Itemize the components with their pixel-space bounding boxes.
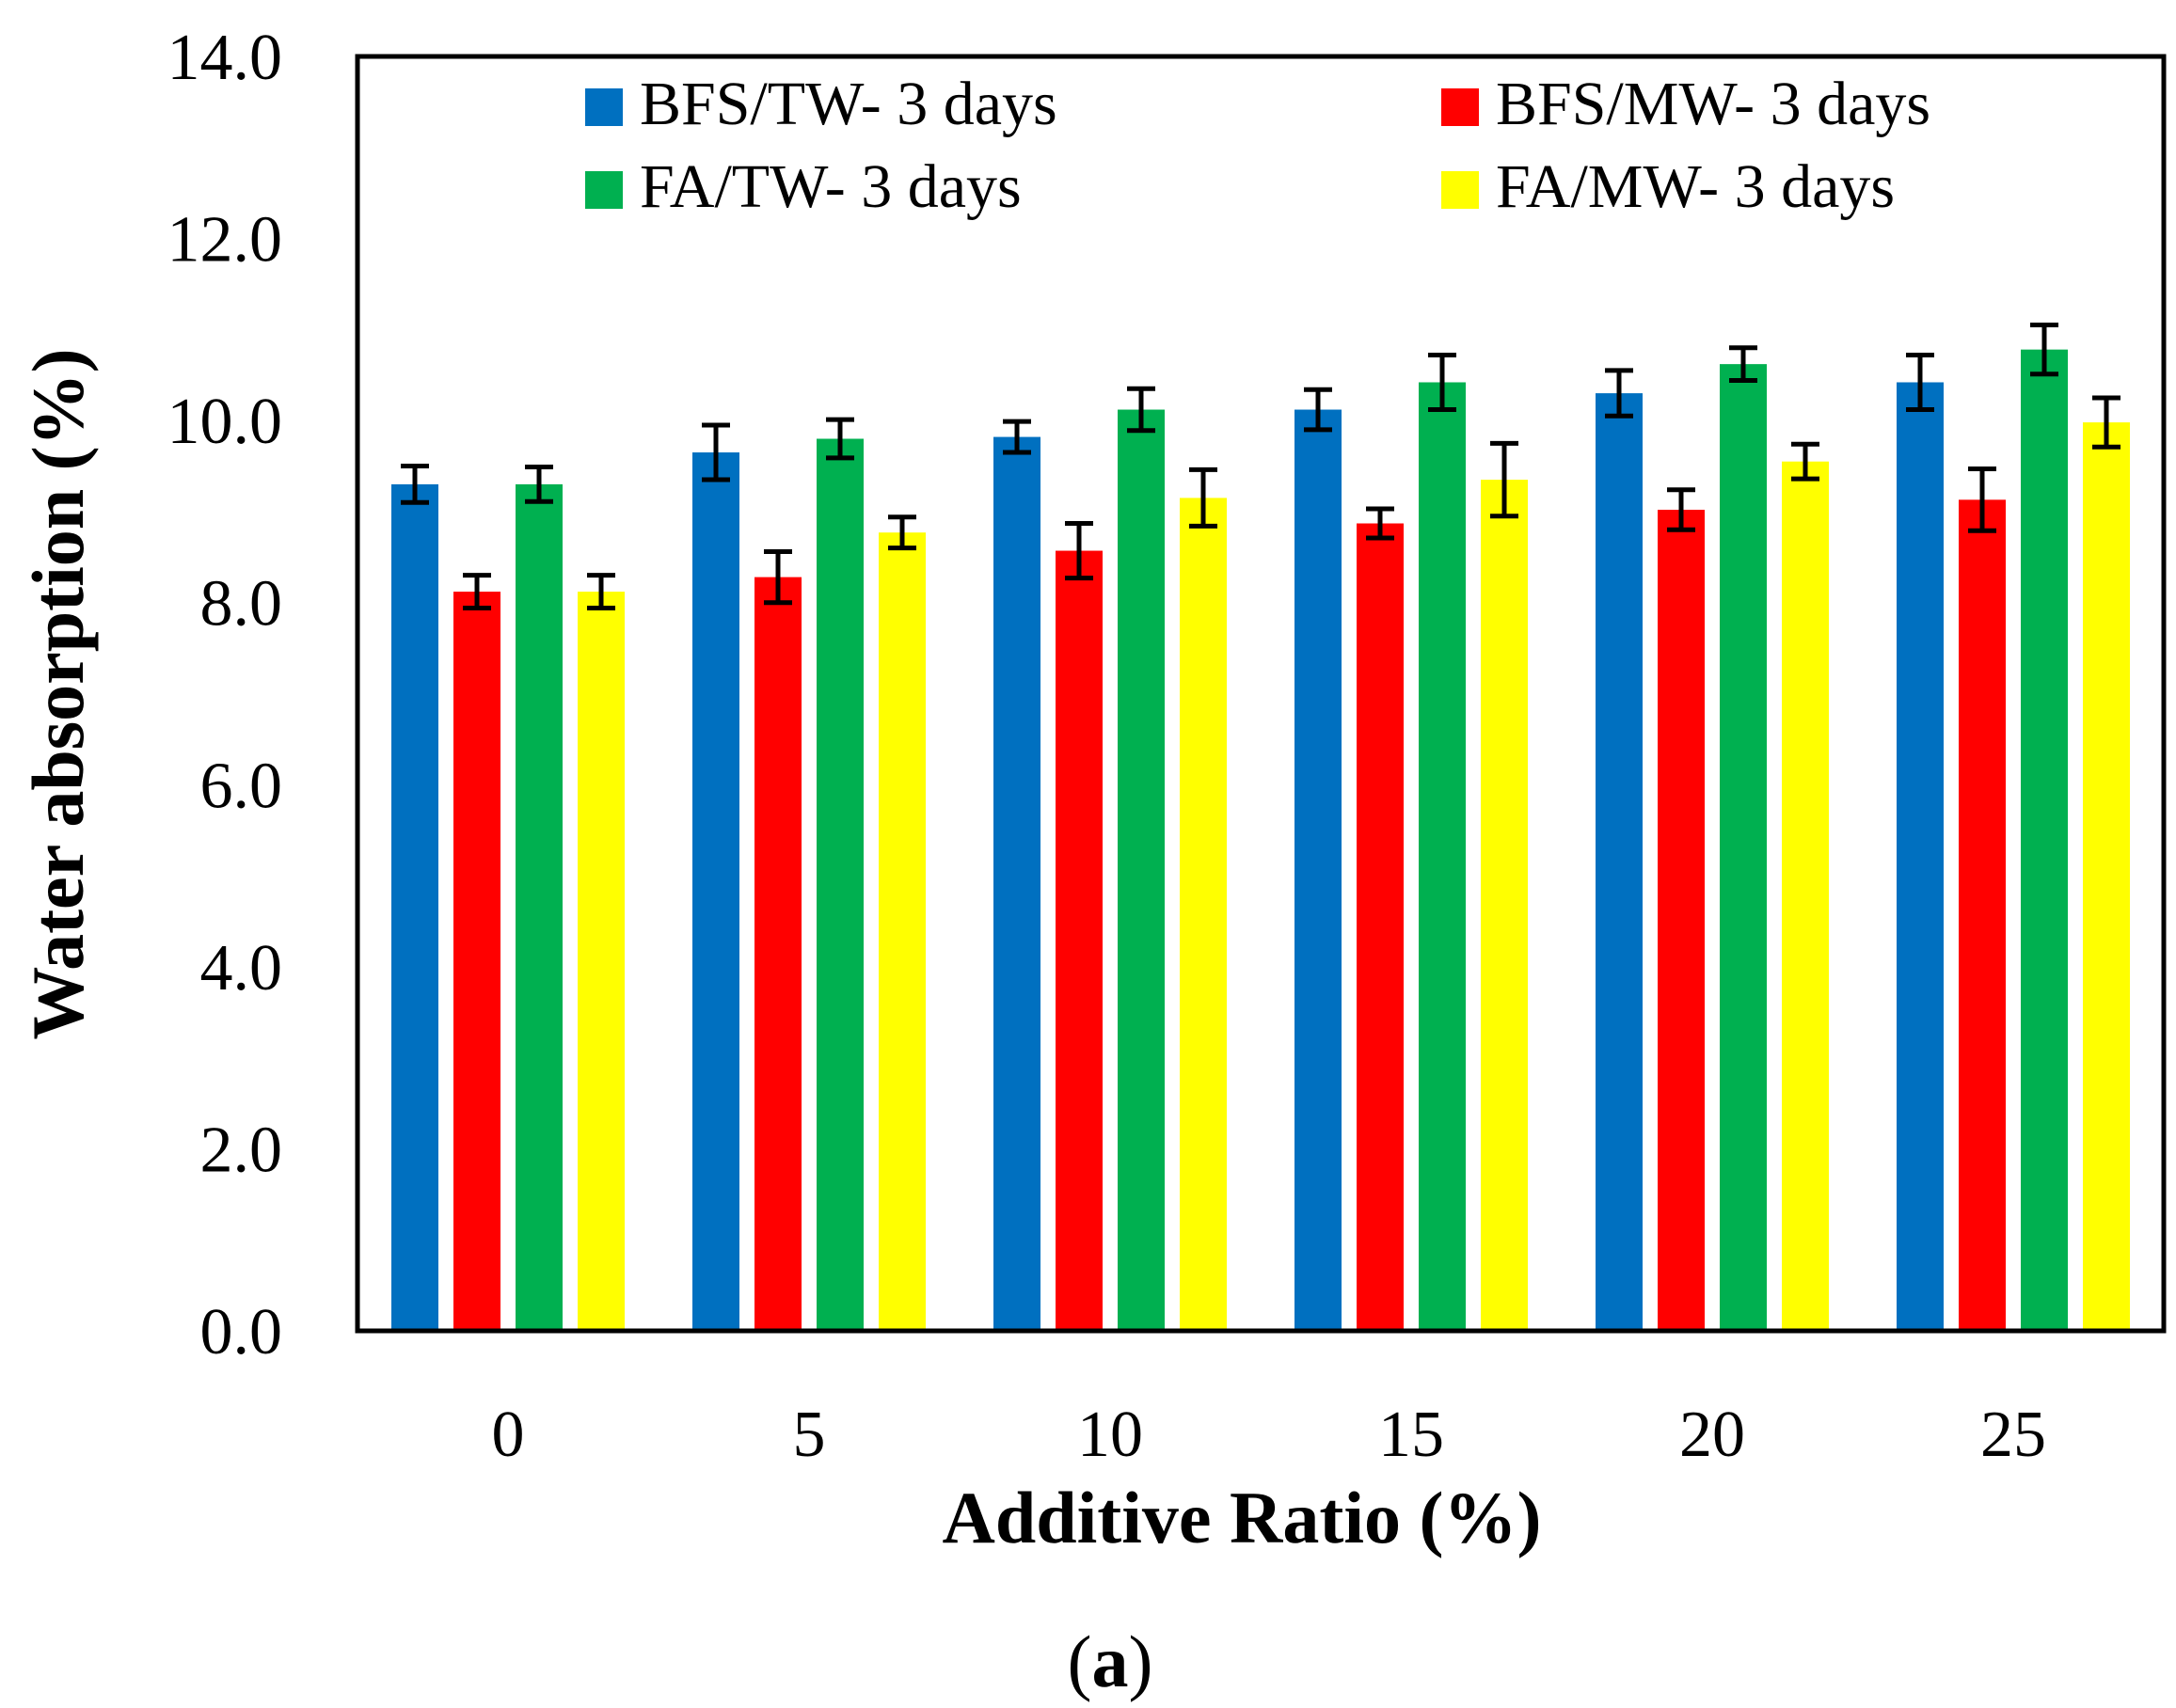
bar-2-cat-20 (1658, 509, 1705, 1331)
bar-1-cat-15 (1294, 409, 1342, 1331)
bar-4-cat-5 (879, 532, 926, 1331)
bar-4-cat-15 (1481, 480, 1528, 1331)
bar-2-cat-25 (1959, 499, 2006, 1331)
bar-1-cat-0 (391, 483, 438, 1331)
x-axis-tick-labels: 0 5 10 15 20 25 (492, 1399, 2047, 1471)
legend-label-3: FA/TW- 3 days (640, 152, 1022, 221)
bar-3-cat-10 (1118, 409, 1165, 1331)
plot-area-frame (355, 54, 2167, 1334)
bar-3-cat-5 (817, 438, 864, 1331)
bar-4-cat-0 (578, 592, 625, 1331)
legend-swatch-3 (585, 171, 623, 209)
legend: BFS/TW- 3 days BFS/MW- 3 days FA/TW- 3 day… (585, 70, 1930, 221)
bar-4-cat-10 (1180, 498, 1227, 1331)
bar-1-cat-5 (692, 452, 739, 1332)
bar-1-cat-20 (1596, 393, 1643, 1331)
y-tick-label: 2.0 (200, 1114, 283, 1186)
x-tick-label: 25 (1980, 1399, 2046, 1471)
legend-swatch-2 (1441, 88, 1479, 126)
x-tick-label: 15 (1378, 1399, 1444, 1471)
bar-3-cat-25 (2021, 349, 2068, 1331)
x-tick-label: 5 (793, 1399, 826, 1471)
y-tick-label: 4.0 (200, 932, 283, 1004)
y-tick-label: 6.0 (200, 750, 283, 822)
bar-1-cat-10 (993, 436, 1040, 1331)
x-axis-title: Additive Ratio (%) (943, 1477, 1542, 1558)
bar-2-cat-0 (453, 592, 500, 1331)
y-tick-label: 12.0 (167, 204, 283, 277)
legend-label-1: BFS/TW- 3 days (640, 70, 1057, 138)
panel-label-open-paren: ( (1068, 1621, 1092, 1702)
y-tick-label: 8.0 (200, 568, 283, 640)
x-tick-label: 10 (1077, 1399, 1143, 1471)
bar-4-cat-25 (2083, 422, 2130, 1331)
bar-3-cat-0 (516, 483, 563, 1331)
panel-label: (a) (1068, 1621, 1153, 1702)
y-tick-label: 10.0 (167, 386, 283, 458)
bar-1-cat-25 (1897, 382, 1944, 1331)
bars (391, 349, 2130, 1332)
y-tick-label: 0.0 (200, 1296, 283, 1368)
y-tick-label: 14.0 (167, 22, 283, 94)
bar-4-cat-20 (1782, 461, 1829, 1332)
bar-2-cat-15 (1357, 523, 1404, 1331)
legend-label-2: BFS/MW- 3 days (1496, 70, 1930, 138)
bar-3-cat-20 (1720, 364, 1767, 1331)
legend-swatch-1 (585, 88, 623, 126)
bar-2-cat-5 (754, 577, 802, 1331)
legend-swatch-4 (1441, 171, 1479, 209)
x-tick-label: 0 (492, 1399, 525, 1471)
panel-label-letter: a (1092, 1621, 1129, 1702)
legend-label-4: FA/MW- 3 days (1496, 152, 1895, 221)
x-tick-label: 20 (1679, 1399, 1745, 1471)
error-bars (401, 323, 2120, 611)
panel-label-close-paren: ) (1129, 1621, 1153, 1702)
y-axis-tick-labels: 0.0 2.0 4.0 6.0 8.0 10.0 12.0 14.0 (167, 22, 283, 1368)
bar-2-cat-10 (1056, 550, 1103, 1331)
bar-3-cat-15 (1419, 382, 1466, 1331)
y-axis-title: Water absorption (%) (17, 348, 99, 1039)
